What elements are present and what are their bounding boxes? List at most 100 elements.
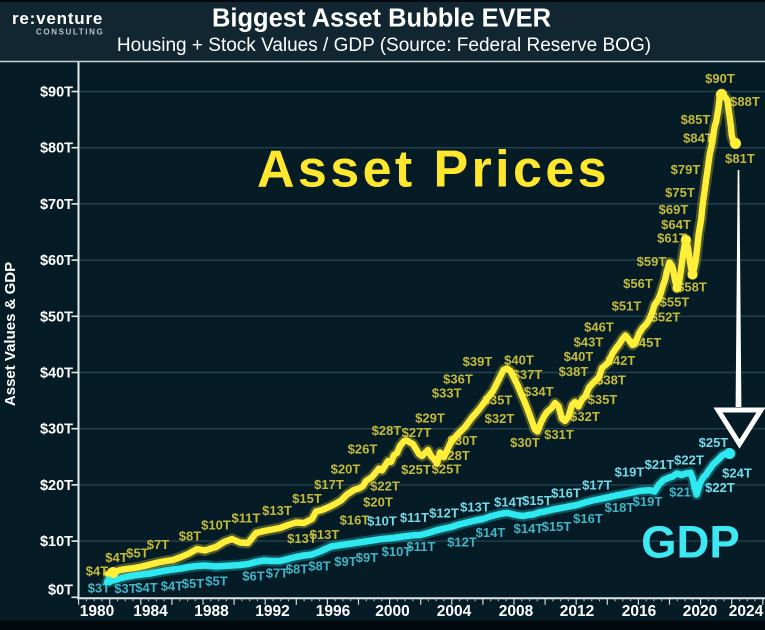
svg-text:$90T: $90T (40, 85, 73, 101)
svg-text:$14T: $14T (476, 525, 506, 540)
svg-text:$36T: $36T (443, 372, 473, 387)
svg-text:$59T: $59T (637, 254, 667, 269)
svg-text:$9T: $9T (356, 550, 378, 565)
svg-text:$58T: $58T (677, 280, 707, 295)
svg-text:GDP: GDP (641, 517, 740, 568)
svg-text:2012: 2012 (560, 603, 594, 620)
svg-text:Housing + Stock Values / GDP (: Housing + Stock Values / GDP (Source: Fe… (117, 35, 651, 56)
svg-text:$84T: $84T (683, 131, 713, 146)
svg-text:$12T: $12T (429, 506, 459, 521)
svg-text:$38T: $38T (596, 373, 626, 388)
svg-text:$8T: $8T (179, 529, 201, 544)
svg-text:$11T: $11T (232, 511, 261, 526)
svg-text:$10T: $10T (367, 514, 397, 529)
svg-text:$17T: $17T (582, 478, 612, 493)
svg-text:$51T: $51T (612, 299, 642, 314)
svg-text:$90T: $90T (705, 71, 735, 86)
svg-text:$7T: $7T (266, 566, 288, 581)
svg-text:$32T: $32T (570, 409, 600, 424)
svg-text:$30T: $30T (510, 435, 540, 450)
svg-text:$8T: $8T (286, 562, 308, 577)
svg-text:$14T: $14T (494, 495, 524, 510)
svg-text:$38T: $38T (559, 364, 589, 379)
svg-text:$5T: $5T (205, 574, 227, 589)
svg-text:$32T: $32T (485, 411, 515, 426)
svg-text:$46T: $46T (584, 320, 614, 335)
svg-text:$15T: $15T (292, 491, 322, 506)
svg-text:$10T: $10T (201, 518, 231, 533)
svg-text:$27T: $27T (402, 425, 432, 440)
svg-text:$80T: $80T (40, 141, 73, 157)
svg-text:$13T: $13T (262, 503, 292, 518)
svg-text:$4T: $4T (161, 579, 183, 594)
svg-text:$4T: $4T (86, 564, 108, 579)
svg-text:$85T: $85T (681, 112, 711, 127)
svg-text:$13T: $13T (460, 500, 490, 515)
svg-text:$21T: $21T (645, 457, 675, 472)
svg-text:$75T: $75T (665, 185, 695, 200)
svg-text:CONSULTING: CONSULTING (36, 28, 104, 37)
svg-text:2020: 2020 (683, 603, 717, 620)
svg-text:$88T: $88T (730, 94, 760, 109)
svg-text:$29T: $29T (415, 411, 445, 426)
svg-text:$16T: $16T (551, 486, 581, 501)
svg-text:$16T: $16T (340, 513, 370, 528)
svg-text:$16T: $16T (573, 511, 603, 526)
svg-text:Asset Prices: Asset Prices (257, 141, 610, 199)
svg-text:$17T: $17T (314, 477, 344, 492)
svg-text:$15T: $15T (522, 493, 552, 508)
svg-text:$19T: $19T (633, 494, 663, 509)
svg-text:$21T: $21T (669, 485, 699, 500)
svg-text:2016: 2016 (622, 603, 657, 620)
svg-text:1984: 1984 (133, 603, 168, 620)
svg-text:Asset Values & GDP: Asset Values & GDP (2, 262, 19, 406)
svg-text:$61T: $61T (657, 231, 687, 246)
svg-text:$11T: $11T (407, 539, 436, 554)
svg-text:1992: 1992 (255, 603, 289, 620)
svg-text:$79T: $79T (671, 162, 701, 177)
svg-text:$30T: $30T (40, 422, 73, 438)
svg-text:$3T: $3T (114, 581, 136, 596)
svg-text:$11T: $11T (400, 510, 429, 525)
svg-text:2000: 2000 (375, 603, 409, 620)
svg-text:$12T: $12T (447, 535, 477, 550)
svg-text:$3T: $3T (88, 581, 110, 596)
svg-text:$64T: $64T (661, 217, 691, 232)
svg-text:$43T: $43T (574, 335, 604, 350)
svg-text:$20T: $20T (40, 478, 73, 494)
svg-text:$22T: $22T (370, 479, 400, 494)
svg-text:$20T: $20T (363, 495, 393, 510)
svg-text:$34T: $34T (524, 384, 554, 399)
svg-text:$15T: $15T (542, 519, 572, 534)
svg-text:1996: 1996 (316, 603, 351, 620)
svg-text:$31T: $31T (544, 427, 574, 442)
svg-text:$6T: $6T (242, 569, 264, 584)
svg-text:1980: 1980 (80, 603, 114, 620)
svg-text:$4T: $4T (135, 580, 157, 595)
svg-text:1988: 1988 (194, 603, 229, 620)
svg-text:$13T: $13T (310, 527, 340, 542)
svg-text:$0T: $0T (48, 583, 73, 599)
svg-text:Biggest Asset Bubble EVER: Biggest Asset Bubble EVER (212, 5, 551, 33)
svg-text:re:venture: re:venture (12, 9, 103, 28)
svg-text:$50T: $50T (40, 309, 73, 325)
svg-text:$70T: $70T (40, 197, 73, 213)
svg-text:$22T: $22T (674, 453, 704, 468)
svg-text:$19T: $19T (615, 465, 645, 480)
svg-text:$35T: $35T (588, 392, 618, 407)
svg-text:$33T: $33T (432, 386, 462, 401)
svg-text:$55T: $55T (660, 295, 690, 310)
svg-text:$26T: $26T (348, 442, 378, 457)
svg-text:$5T: $5T (126, 546, 148, 561)
svg-text:$10T: $10T (40, 534, 73, 550)
svg-text:$5T: $5T (182, 576, 204, 591)
svg-text:$13T: $13T (287, 531, 317, 546)
svg-text:$40T: $40T (40, 366, 73, 382)
svg-text:$25T: $25T (699, 435, 729, 450)
svg-text:$25T: $25T (401, 462, 431, 477)
svg-text:$60T: $60T (40, 253, 73, 269)
svg-text:$20T: $20T (331, 462, 361, 477)
svg-text:$52T: $52T (651, 310, 681, 325)
svg-text:$24T: $24T (722, 466, 752, 481)
svg-text:$37T: $37T (513, 367, 543, 382)
